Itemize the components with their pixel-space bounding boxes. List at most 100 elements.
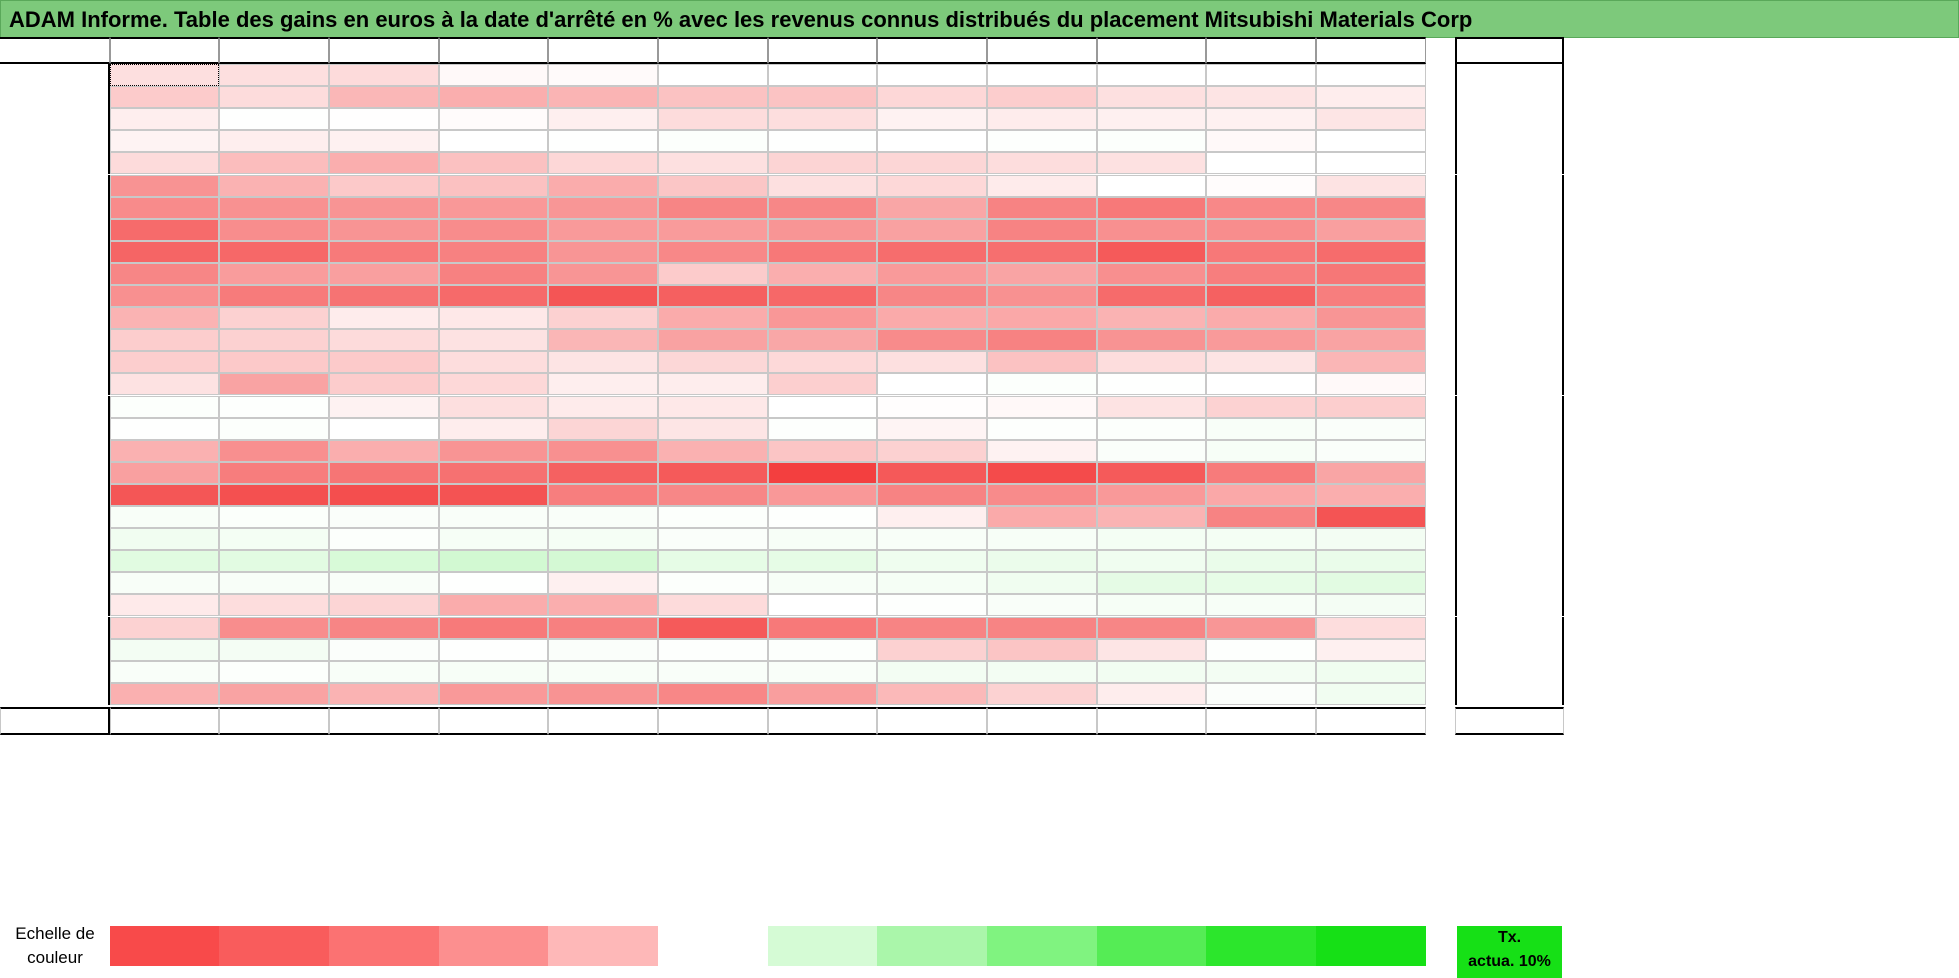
table-cell <box>987 64 1097 87</box>
table-cell <box>1316 506 1426 529</box>
table-cell <box>658 638 768 661</box>
table-cell <box>219 483 329 506</box>
table-cell <box>1097 616 1206 639</box>
row-rate <box>1455 572 1564 595</box>
table-cell <box>1097 483 1206 506</box>
row-year <box>0 108 110 131</box>
column-header-month <box>987 37 1097 64</box>
table-cell <box>219 86 329 109</box>
table-cell <box>1206 218 1316 241</box>
table-header-corner <box>0 37 110 64</box>
table-cell <box>768 417 877 440</box>
table-cell <box>1206 572 1316 595</box>
table-cell <box>439 262 548 285</box>
table-cell <box>219 174 329 197</box>
table-cell <box>439 506 548 529</box>
table-cell <box>877 262 987 285</box>
color-scale-swatch <box>768 926 877 966</box>
table-cell <box>768 240 877 263</box>
table-cell <box>658 616 768 639</box>
table-cell <box>658 130 768 153</box>
table-cell <box>1206 262 1316 285</box>
table-cell <box>1097 572 1206 595</box>
table-cell <box>110 528 219 551</box>
table-cell <box>1316 373 1426 396</box>
table-cell <box>329 130 439 153</box>
table-cell <box>548 638 658 661</box>
table-cell <box>1316 351 1426 374</box>
table-cell <box>1206 439 1316 462</box>
row-year <box>0 483 110 506</box>
table-cell <box>548 351 658 374</box>
table-cell <box>768 439 877 462</box>
color-scale-rate-line2: actua. 10% <box>1468 953 1551 970</box>
table-cell <box>1097 240 1206 263</box>
table-cell <box>1097 64 1206 87</box>
table-cell <box>329 616 439 639</box>
table-cell <box>877 395 987 418</box>
color-scale-swatch <box>110 926 219 966</box>
table-cell <box>768 660 877 683</box>
table-cell <box>110 108 219 131</box>
totals-rate <box>1455 706 1564 735</box>
table-cell <box>110 64 219 87</box>
table-cell <box>548 329 658 352</box>
column-header-month <box>658 37 768 64</box>
table-cell <box>548 152 658 175</box>
table-cell <box>439 638 548 661</box>
row-rate <box>1455 395 1564 418</box>
table-cell <box>548 660 658 683</box>
table-cell <box>439 461 548 484</box>
table-cell <box>1206 638 1316 661</box>
table-cell <box>1206 196 1316 219</box>
table-cell <box>1316 616 1426 639</box>
table-cell <box>1097 130 1206 153</box>
table-cell <box>658 373 768 396</box>
table-cell <box>548 174 658 197</box>
table-cell <box>439 616 548 639</box>
row-rate <box>1455 660 1564 683</box>
row-rate <box>1455 86 1564 109</box>
table-cell <box>768 174 877 197</box>
table-cell <box>1206 307 1316 330</box>
table-cell <box>1316 307 1426 330</box>
table-cell <box>877 174 987 197</box>
table-cell <box>110 461 219 484</box>
totals-cell <box>110 706 219 735</box>
table-cell <box>548 439 658 462</box>
table-cell <box>439 417 548 440</box>
table-cell <box>548 285 658 308</box>
table-cell <box>110 262 219 285</box>
table-cell <box>329 152 439 175</box>
table-cell <box>1097 682 1206 705</box>
row-year <box>0 461 110 484</box>
column-header-month <box>329 37 439 64</box>
table-cell <box>1206 174 1316 197</box>
table-cell <box>1206 550 1316 573</box>
table-cell <box>1316 218 1426 241</box>
table-cell <box>768 506 877 529</box>
table-cell <box>658 417 768 440</box>
table-cell <box>658 152 768 175</box>
row-year <box>0 616 110 639</box>
table-cell <box>987 218 1097 241</box>
table-cell <box>1316 196 1426 219</box>
table-cell <box>439 86 548 109</box>
table-cell <box>110 285 219 308</box>
table-cell <box>658 196 768 219</box>
table-cell <box>877 461 987 484</box>
row-year <box>0 594 110 617</box>
table-cell <box>329 439 439 462</box>
table-cell <box>1097 638 1206 661</box>
table-cell <box>1097 417 1206 440</box>
table-cell <box>1206 616 1316 639</box>
column-header-month <box>219 37 329 64</box>
table-cell <box>768 594 877 617</box>
table-cell <box>548 64 658 87</box>
table-cell <box>987 130 1097 153</box>
table-cell <box>1206 506 1316 529</box>
table-cell <box>987 417 1097 440</box>
table-cell <box>987 660 1097 683</box>
table-cell <box>1316 417 1426 440</box>
table-cell <box>768 130 877 153</box>
